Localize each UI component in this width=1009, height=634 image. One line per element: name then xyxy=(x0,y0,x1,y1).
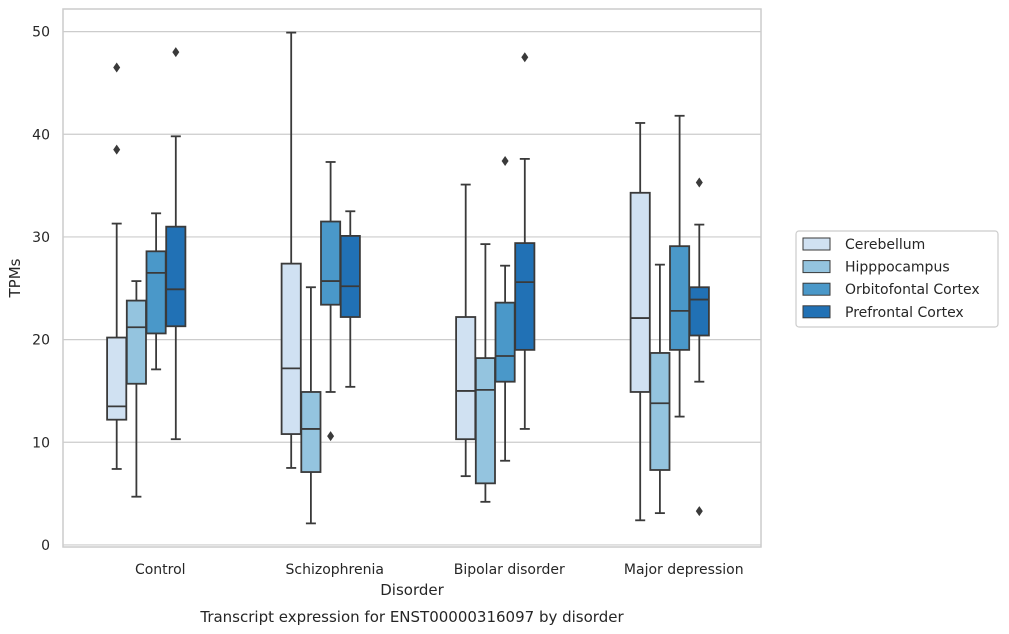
y-axis-label: TPMs xyxy=(6,258,24,298)
box-iqr xyxy=(165,225,187,328)
x-tick-label: Control xyxy=(135,562,186,578)
box-iqr xyxy=(280,262,302,435)
legend-swatch xyxy=(802,305,831,319)
box-iqr xyxy=(649,352,671,471)
box-iqr xyxy=(514,242,536,351)
outlier-point xyxy=(501,155,509,166)
x-axis-label: Disorder xyxy=(380,581,444,599)
box-0-3 xyxy=(629,122,651,522)
y-tick-labels: 0 10 20 30 40 50 xyxy=(32,25,50,554)
box-2-1 xyxy=(320,161,342,442)
box-1-2 xyxy=(474,243,496,503)
box-2-3 xyxy=(669,114,691,418)
outlier-point xyxy=(695,177,703,188)
outlier-point xyxy=(695,506,703,517)
box-3-1 xyxy=(339,210,361,388)
box-3-2 xyxy=(514,52,536,430)
box-iqr xyxy=(494,301,516,383)
box-iqr xyxy=(688,286,710,337)
box-0-0 xyxy=(106,62,128,470)
y-tick-label: 40 xyxy=(32,127,50,143)
legend-label: Cerebellum xyxy=(845,237,925,253)
y-tick-label: 0 xyxy=(41,538,50,554)
x-tick-label: Schizophrenia xyxy=(286,562,384,578)
box-0-2 xyxy=(455,183,477,478)
box-3-0 xyxy=(165,47,187,441)
legend-swatch xyxy=(802,260,831,274)
y-tick-label: 10 xyxy=(32,435,50,451)
box-iqr xyxy=(145,250,167,335)
box-iqr xyxy=(300,391,322,473)
box-iqr xyxy=(669,245,691,351)
box-iqr xyxy=(320,220,342,306)
x-tick-label: Bipolar disorder xyxy=(454,562,565,578)
legend-frame xyxy=(795,230,999,328)
box-iqr xyxy=(629,191,651,393)
legend-label: Orbitofontal Cortex xyxy=(845,282,980,298)
x-tick-labels: Control Schizophrenia Bipolar disorder Majo… xyxy=(135,562,744,578)
outlier-point xyxy=(327,431,335,442)
box-iqr xyxy=(474,357,496,485)
box-iqr xyxy=(455,316,477,441)
y-tick-label: 50 xyxy=(32,25,50,41)
outlier-point xyxy=(521,52,529,63)
legend-swatch xyxy=(802,237,831,251)
legend-swatch xyxy=(802,282,831,296)
box-0-1 xyxy=(280,31,302,469)
x-tick-label: Major depression xyxy=(624,562,744,578)
outlier-point xyxy=(172,47,180,58)
legend-label: Hipppocampus xyxy=(845,260,950,276)
chart-caption: Transcript expression for ENST0000031609… xyxy=(199,608,624,626)
box-3-3 xyxy=(688,177,710,517)
box-iqr xyxy=(125,299,147,385)
box-1-0 xyxy=(125,280,147,498)
y-tick-label: 20 xyxy=(32,333,50,349)
box-2-2 xyxy=(494,155,516,462)
outlier-point xyxy=(113,62,121,73)
plot-frame xyxy=(62,8,762,548)
box-iqr xyxy=(339,235,361,318)
box-1-3 xyxy=(649,263,671,515)
legend: Cerebellum Hipppocampus Orbitofontal Corte… xyxy=(795,230,999,328)
box-1-1 xyxy=(300,286,322,525)
box-layer xyxy=(106,31,710,525)
box-iqr xyxy=(106,336,128,421)
outlier-point xyxy=(113,144,121,155)
legend-label: Prefrontal Cortex xyxy=(845,305,964,321)
y-tick-label: 30 xyxy=(32,230,50,246)
